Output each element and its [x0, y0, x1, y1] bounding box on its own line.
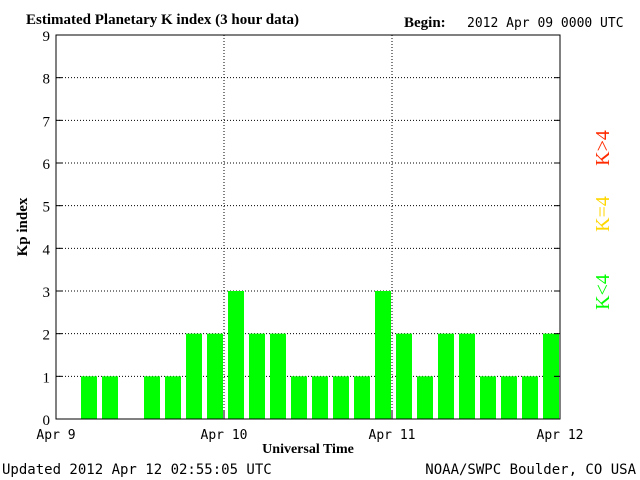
bar-2: [102, 376, 118, 419]
bar-13: [333, 376, 349, 419]
y-tick-label-8: 8: [43, 72, 51, 88]
bar-22: [522, 376, 538, 419]
bar-11: [291, 376, 307, 419]
y-axis: 0 1 2 3 4 5 6 7 8 9: [43, 29, 560, 429]
x-tick-label-2: Apr 11: [369, 428, 416, 443]
grid-lines: [56, 35, 560, 419]
updated-timestamp: Updated 2012 Apr 12 02:55:05 UTC: [2, 462, 272, 478]
bar-7: [207, 333, 223, 419]
y-tick-label-5: 5: [43, 200, 51, 216]
bar-5: [165, 376, 181, 419]
y-tick-label-4: 4: [43, 242, 51, 258]
y-tick-label-9: 9: [43, 29, 51, 45]
x-tick-label-0: Apr 9: [36, 428, 75, 443]
x-axis-label: Universal Time: [262, 442, 354, 457]
y-tick-label-3: 3: [43, 285, 51, 301]
bar-19: [459, 333, 475, 419]
bar-23: [543, 333, 559, 419]
bar-15: [375, 291, 391, 419]
bars: [81, 291, 559, 419]
begin-value: 2012 Apr 09 0000 UTC: [467, 16, 624, 31]
legend-k-less-4: K<4: [592, 274, 614, 310]
bar-21: [501, 376, 517, 419]
bar-8: [228, 291, 244, 419]
begin-label: Begin:: [404, 15, 446, 31]
bar-20: [480, 376, 496, 419]
legend-k-greater-4: K>4: [592, 130, 614, 166]
plot-frame: [55, 34, 561, 420]
y-tick-label-7: 7: [43, 114, 51, 130]
credit-text: NOAA/SWPC Boulder, CO USA: [425, 462, 636, 478]
bar-9: [249, 333, 265, 419]
y-tick-label-0: 0: [43, 413, 51, 429]
bar-10: [270, 333, 286, 419]
bar-14: [354, 376, 370, 419]
bar-4: [144, 376, 160, 419]
chart-title: Estimated Planetary K index (3 hour data…: [26, 12, 299, 28]
y-axis-label: Kp index: [15, 197, 31, 256]
x-tick-label-1: Apr 10: [201, 428, 248, 443]
bar-18: [438, 333, 454, 419]
y-tick-label-1: 1: [43, 370, 51, 386]
bar-6: [186, 333, 202, 419]
x-axis: Apr 9 Apr 10 Apr 11 Apr 12: [36, 411, 583, 443]
y-tick-label-2: 2: [43, 328, 51, 344]
bar-17: [417, 376, 433, 419]
x-tick-label-3: Apr 12: [537, 428, 584, 443]
bar-12: [312, 376, 328, 419]
y-tick-label-6: 6: [43, 157, 51, 173]
bar-16: [396, 333, 412, 419]
legend-k-equal-4: K=4: [592, 196, 614, 232]
bar-1: [81, 376, 97, 419]
